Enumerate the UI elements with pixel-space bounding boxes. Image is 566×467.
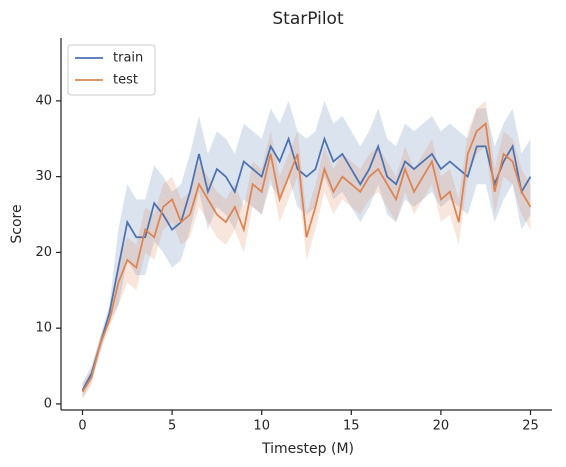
legend-label: test — [113, 73, 138, 88]
chart-title: StarPilot — [272, 9, 344, 29]
line — [81, 121, 532, 393]
x-tick-label: 0 — [78, 419, 86, 434]
y-tick-label: 40 — [35, 93, 52, 108]
y-tick-label: 30 — [35, 169, 52, 184]
x-tick-label: 10 — [253, 419, 270, 434]
y-tick-label: 20 — [35, 245, 52, 260]
x-tick-label: 15 — [343, 419, 360, 434]
y-axis-label: Score — [9, 204, 25, 243]
x-tick-label: 20 — [433, 419, 450, 434]
x-tick-label: 25 — [522, 419, 539, 434]
confidence-band — [82, 100, 531, 400]
x-axis-label: Timestep (M) — [261, 441, 354, 457]
x-tick-label: 5 — [168, 419, 176, 434]
line — [81, 136, 532, 391]
y-tick-label: 0 — [44, 396, 52, 411]
y-tick-label: 10 — [35, 321, 52, 336]
legend-label: train — [113, 51, 143, 66]
